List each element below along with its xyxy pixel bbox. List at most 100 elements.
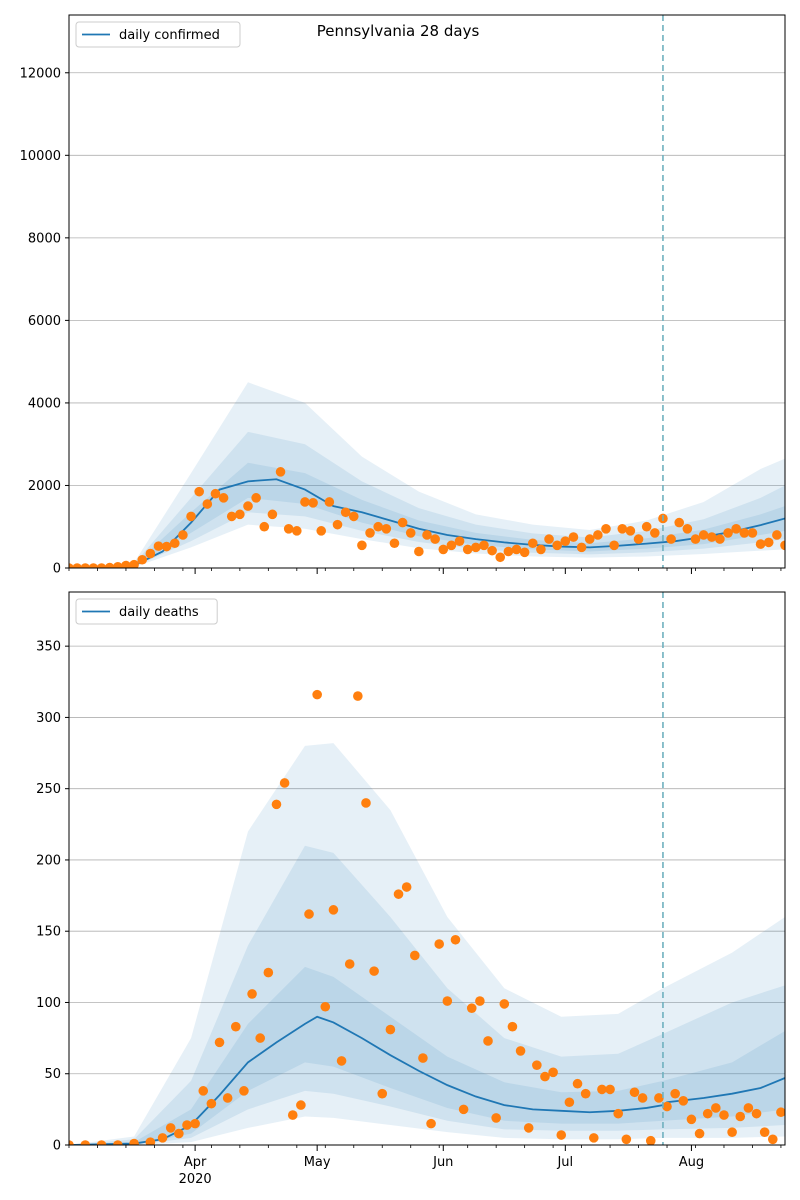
observed-point: [556, 1130, 567, 1140]
observed-point: [747, 528, 758, 538]
observed-point: [719, 1110, 729, 1120]
observed-point: [568, 532, 579, 542]
observed-point: [373, 521, 383, 532]
observed-point: [393, 889, 404, 899]
observed-point: [645, 1135, 656, 1145]
y-tick-label: 2000: [28, 479, 61, 494]
observed-point: [353, 691, 363, 701]
observed-point: [666, 534, 676, 544]
observed-point: [186, 511, 196, 522]
observed-point: [637, 1093, 648, 1103]
observed-point: [312, 689, 322, 700]
observed-point: [503, 546, 514, 557]
y-tick-label: 50: [44, 1067, 61, 1082]
observed-point: [369, 966, 379, 976]
observed-point: [670, 1088, 680, 1099]
observed-point: [763, 537, 774, 548]
observed-point: [287, 1110, 298, 1120]
observed-point: [552, 540, 562, 551]
observed-point: [153, 541, 164, 551]
y-tick-label: 4000: [28, 396, 61, 411]
observed-point: [536, 544, 546, 555]
observed-point: [222, 1093, 233, 1103]
observed-point: [702, 1108, 713, 1119]
x-tick-label: May: [304, 1155, 331, 1170]
observed-point: [776, 1107, 785, 1118]
observed-point: [633, 534, 644, 544]
observed-point: [145, 1137, 156, 1145]
observed-point: [129, 559, 139, 568]
observed-point: [739, 528, 750, 538]
observed-point: [69, 1140, 74, 1145]
x-year-label: 2020: [179, 1172, 212, 1187]
observed-point: [601, 523, 611, 534]
y-tick-label: 0: [53, 1139, 61, 1154]
observed-point: [414, 546, 424, 557]
observed-point: [711, 1103, 721, 1113]
plot-area: [69, 645, 785, 1145]
uncertainty-band-95: [69, 743, 785, 1145]
observed-point: [462, 544, 473, 555]
observed-point: [88, 563, 99, 568]
observed-point: [454, 536, 465, 546]
observed-point: [418, 1053, 428, 1063]
observed-point: [198, 1086, 209, 1096]
observed-point: [214, 1037, 225, 1048]
observed-point: [304, 909, 314, 919]
observed-point: [324, 497, 335, 507]
observed-point: [247, 989, 257, 999]
observed-point: [137, 554, 148, 565]
y-tick-label: 300: [36, 711, 61, 726]
observed-point: [641, 521, 652, 532]
uncertainty-band-95: [69, 382, 785, 568]
observed-point: [251, 493, 261, 503]
plot-area: [69, 72, 785, 568]
observed-point: [499, 999, 510, 1009]
observed-point: [438, 544, 449, 555]
observed-point: [694, 1128, 705, 1139]
observed-point: [80, 563, 91, 568]
observed-point: [593, 530, 603, 540]
observed-point: [129, 1138, 139, 1145]
y-tick-label: 6000: [28, 314, 61, 329]
observed-point: [544, 534, 554, 544]
observed-point: [283, 523, 294, 534]
observed-point: [430, 534, 440, 544]
observed-point: [491, 1113, 501, 1123]
observed-point: [194, 486, 204, 497]
observed-point: [316, 526, 327, 536]
y-tick-label: 100: [36, 996, 61, 1011]
observed-point: [487, 545, 497, 556]
legend-label: daily confirmed: [119, 28, 220, 43]
uncertainty-band-80: [69, 431, 785, 568]
observed-point: [690, 534, 701, 544]
observed-point: [617, 523, 628, 534]
observed-point: [320, 1001, 331, 1012]
observed-point: [548, 1067, 558, 1078]
observed-point: [580, 1088, 591, 1099]
observed-point: [210, 488, 221, 499]
observed-point: [662, 1101, 672, 1112]
observed-point: [174, 1128, 184, 1139]
observed-point: [405, 528, 416, 538]
observed-point: [605, 1084, 615, 1095]
observed-point: [80, 1140, 91, 1145]
observed-point: [169, 538, 180, 549]
observed-point: [483, 1036, 493, 1046]
observed-point: [527, 538, 538, 549]
observed-point: [629, 1087, 640, 1098]
observed-point: [365, 528, 375, 538]
y-tick-label: 200: [36, 853, 61, 868]
observed-point: [426, 1118, 436, 1129]
observed-point: [178, 530, 188, 540]
observed-point: [576, 542, 587, 553]
observed-point: [401, 882, 412, 892]
observed-point: [767, 1134, 778, 1145]
observed-point: [377, 1088, 388, 1099]
y-tick-label: 10000: [20, 149, 61, 164]
observed-point: [532, 1060, 542, 1070]
observed-point: [674, 517, 685, 528]
observed-point: [202, 499, 213, 509]
observed-point: [230, 1021, 241, 1032]
y-tick-label: 12000: [20, 66, 61, 81]
